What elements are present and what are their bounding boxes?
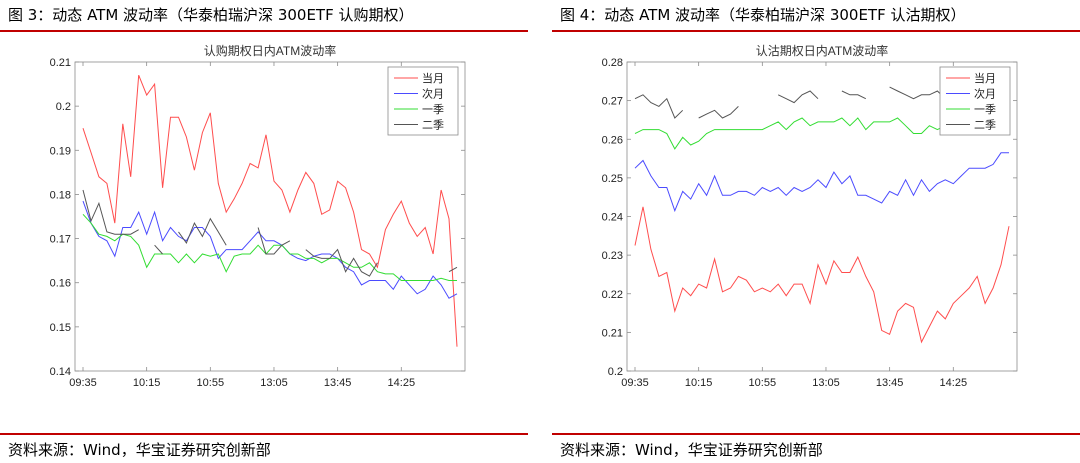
y-tick-label: 0.27 [602,96,623,108]
legend-label: 次月 [974,87,996,101]
x-tick-label: 10:15 [685,377,713,389]
y-tick-label: 0.28 [602,57,623,69]
y-tick-label: 0.25 [602,173,623,185]
x-tick-label: 10:55 [749,377,777,389]
call-volatility-chart: 认购期权日内ATM波动率 0.14 0.15 0.16 0.17 0.18 0.19 0.2 0… [50,43,466,389]
series-line-1 [634,206,1010,344]
y-tick-label: 0.15 [50,322,71,334]
x-tick-label: 10:15 [133,377,161,389]
series-line-3 [634,113,986,150]
y-tick-label: 0.14 [50,366,71,378]
x-tick-label: 13:05 [812,377,840,389]
source-note: 资料来源：Wind，华宝证券研究创新部 [8,441,271,459]
x-tick-label: 14:25 [940,377,968,389]
legend-label: 二季 [974,119,996,132]
x-tick-label: 10:55 [197,377,225,389]
x-tick-label: 13:45 [324,377,352,389]
y-tick-label: 0.24 [602,212,623,224]
top-rule [552,30,1080,32]
figure-3-panel: 图 3：动态 ATM 波动率（华泰柏瑞沪深 300ETF 认购期权） 认购期权日… [0,0,528,463]
chart-title: 认购期权日内ATM波动率 [204,43,336,58]
series-line-3 [82,213,457,281]
series-line-1 [82,75,458,347]
legend-label: 一季 [422,103,444,116]
y-tick-label: 0.19 [50,145,71,157]
chart-title: 认沽期权日内ATM波动率 [756,43,888,58]
y-tick-label: 0.2 [608,366,623,378]
x-tick-label: 13:05 [260,377,288,389]
legend-label: 二季 [422,119,444,132]
y-tick-label: 0.21 [602,327,623,339]
y-tick-label: 0.26 [602,134,623,146]
bottom-rule [552,433,1080,435]
put-volatility-chart: 认沽期权日内ATM波动率 0.2 0.21 0.22 0.23 0.24 0.25 0.26 0… [602,43,1018,389]
series-line-4 [82,189,458,277]
y-tick-label: 0.22 [602,289,623,301]
figure-title: 图 3：动态 ATM 波动率（华泰柏瑞沪深 300ETF 认购期权） [8,6,414,24]
y-tick-label: 0.16 [50,278,71,290]
legend-label: 一季 [974,103,996,116]
bottom-rule [0,433,528,435]
legend-label: 当月 [422,71,444,85]
series-line-2 [634,152,1009,213]
legend-label: 当月 [974,71,996,85]
source-note: 资料来源：Wind，华宝证券研究创新部 [560,441,823,459]
y-tick-label: 0.2 [56,101,71,113]
y-tick-label: 0.17 [50,234,71,246]
x-tick-label: 09:35 [621,377,649,389]
y-tick-label: 0.23 [602,250,623,262]
figure-4-panel: 图 4：动态 ATM 波动率（华泰柏瑞沪深 300ETF 认沽期权） 认沽期权日… [552,0,1080,463]
top-rule [0,30,528,32]
legend-label: 次月 [422,87,444,101]
series-line-2 [82,200,458,299]
y-tick-label: 0.18 [50,189,71,201]
y-tick-label: 0.21 [50,57,71,69]
x-tick-label: 09:35 [69,377,97,389]
figure-title: 图 4：动态 ATM 波动率（华泰柏瑞沪深 300ETF 认沽期权） [560,6,966,24]
plot-area-frame [74,61,466,372]
x-tick-label: 14:25 [388,377,416,389]
x-tick-label: 13:45 [876,377,904,389]
